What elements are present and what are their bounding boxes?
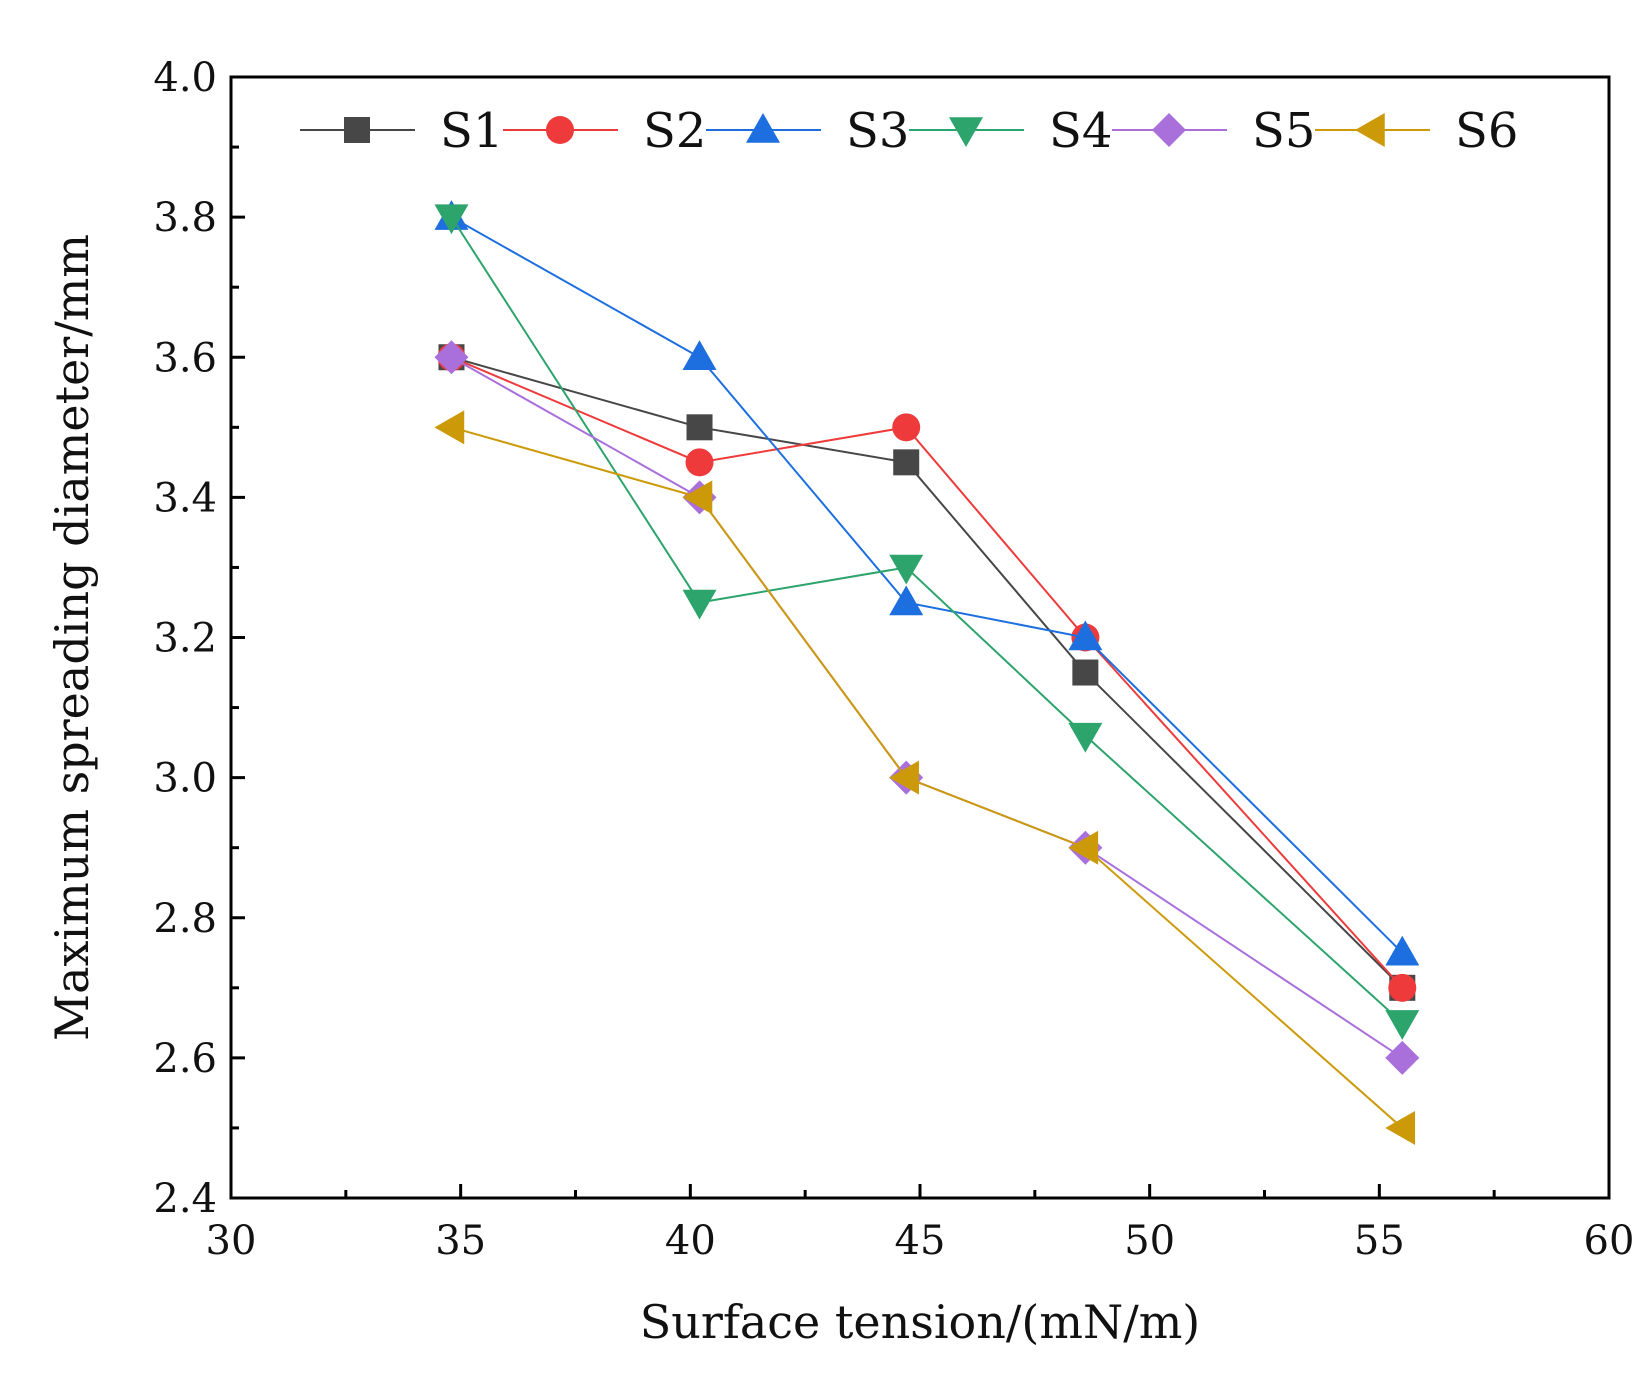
data-point xyxy=(682,340,717,370)
y-axis-title: Maximum spreading diameter/mm xyxy=(45,234,99,1041)
legend-marker xyxy=(949,117,983,147)
legend-item: S5 xyxy=(1112,103,1315,159)
series-S3 xyxy=(434,200,1420,966)
data-point xyxy=(889,554,924,585)
series-line xyxy=(450,216,1403,1024)
legend-label: S4 xyxy=(1049,103,1112,159)
series-line xyxy=(451,426,1403,1129)
legend: S1 S2 S3 S4 S5 S6 xyxy=(300,103,1518,159)
data-point xyxy=(685,448,714,477)
series-S6 xyxy=(434,410,1416,1145)
data-point xyxy=(889,585,924,616)
data-point xyxy=(889,760,919,795)
legend-marker xyxy=(344,117,370,143)
x-axis-title: Surface tension/(mN/m) xyxy=(640,1295,1201,1349)
x-tick-label: 55 xyxy=(1354,1218,1405,1264)
series-layer xyxy=(434,200,1420,1145)
data-point xyxy=(1072,659,1099,686)
y-tick-label: 2.4 xyxy=(153,1176,217,1222)
legend-label: S5 xyxy=(1252,103,1315,159)
legend-item: S4 xyxy=(909,103,1112,159)
legend-marker xyxy=(746,113,780,143)
x-tick-label: 45 xyxy=(895,1218,946,1264)
series-line xyxy=(450,356,1403,1059)
legend-label: S6 xyxy=(1455,103,1518,159)
legend-item: S6 xyxy=(1315,103,1518,159)
legend-item: S2 xyxy=(503,103,706,159)
data-point xyxy=(1068,830,1099,865)
x-tick-label: 35 xyxy=(435,1218,486,1264)
data-point xyxy=(682,589,717,620)
legend-marker xyxy=(546,116,574,144)
series-S4 xyxy=(434,204,1420,1040)
data-point xyxy=(1385,1040,1420,1075)
data-point xyxy=(1068,620,1103,651)
legend-label: S3 xyxy=(846,103,909,159)
data-point xyxy=(434,204,469,235)
data-point xyxy=(434,340,469,375)
plot-frame xyxy=(229,75,1611,1200)
legend-marker xyxy=(1355,113,1385,147)
y-tick-label: 3.8 xyxy=(153,195,217,241)
data-point xyxy=(1385,935,1420,966)
data-point xyxy=(1385,1010,1420,1040)
x-tick-label: 30 xyxy=(206,1218,257,1264)
legend-label: S2 xyxy=(643,103,706,159)
axis-ticks: 30 35 40 45 50 55 60 2.4 2.6 2.8 3.0 3.2 3.4 3.6 3.8 4.… xyxy=(153,55,1634,1264)
y-tick-label: 3.0 xyxy=(153,756,217,802)
data-point xyxy=(682,480,713,515)
data-point xyxy=(1385,1110,1416,1145)
data-point xyxy=(1068,722,1103,753)
y-tick-label: 4.0 xyxy=(153,55,217,101)
y-tick-label: 2.8 xyxy=(153,896,217,942)
y-tick-label: 3.4 xyxy=(153,475,217,521)
x-tick-label: 40 xyxy=(665,1218,716,1264)
series-line xyxy=(450,216,1404,954)
legend-item: S3 xyxy=(706,103,909,159)
data-point xyxy=(893,449,920,476)
data-point xyxy=(434,410,465,445)
y-tick-label: 2.6 xyxy=(153,1036,217,1082)
legend-marker xyxy=(1152,113,1186,147)
data-point xyxy=(686,414,713,441)
data-point xyxy=(1388,973,1417,1002)
data-point xyxy=(892,413,921,442)
legend-item: S1 xyxy=(300,103,503,159)
y-tick-label: 3.6 xyxy=(153,335,217,381)
y-tick-label: 3.2 xyxy=(153,616,217,662)
x-tick-label: 50 xyxy=(1124,1218,1175,1264)
legend-label: S1 xyxy=(440,103,503,159)
x-tick-label: 60 xyxy=(1584,1218,1635,1264)
